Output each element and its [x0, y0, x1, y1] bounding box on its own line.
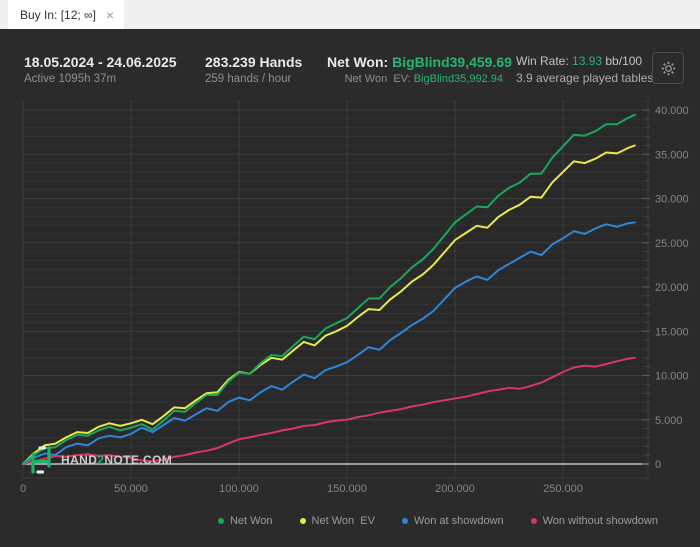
chart-legend: Net Won Net Won EV Won at showdown Won with… — [0, 512, 658, 530]
x-tick-label: 150.000 — [327, 483, 367, 495]
y-tick-label: 5.000 — [655, 415, 683, 427]
tab-bar: Buy In: [12; ∞] × — [0, 0, 700, 29]
avg-tables: 3.9 average played tables — [516, 71, 654, 85]
x-tick-label: 200.000 — [435, 483, 475, 495]
y-tick-label: 0 — [655, 459, 661, 471]
y-tick-label: 15.000 — [655, 326, 689, 338]
legend-label: Net Won EV — [311, 515, 375, 527]
net-won-ev-label: Net Won EV: — [344, 73, 414, 85]
legend-label: Won without showdown — [542, 515, 658, 527]
series-line-net-won-ev — [22, 144, 636, 465]
legend-dot — [299, 518, 306, 524]
y-tick-label: 25.000 — [655, 238, 689, 250]
date-range-block: 18.05.2024 - 24.06.2025 Active 1095h 37m — [24, 53, 177, 88]
x-tick-label: 0 — [20, 483, 26, 495]
tab-label: Buy In: [12; ∞] — [20, 7, 96, 22]
legend-item-net-won[interactable]: Net Won — [217, 515, 273, 527]
net-won-block: Net Won: BigBlind39,459.69 Net Won EV: B… — [327, 53, 512, 88]
legend-dot — [401, 518, 408, 524]
legend-dot — [217, 518, 224, 524]
report-panel: 18.05.2024 - 24.06.2025 Active 1095h 37m… — [0, 29, 700, 547]
legend-item-won-without-showdown[interactable]: Won without showdown — [530, 515, 658, 527]
x-tick-label: 250.000 — [543, 483, 583, 495]
series-line-won-without-showdown — [22, 356, 636, 465]
legend-label: Won at showdown — [413, 515, 504, 527]
date-range: 18.05.2024 - 24.06.2025 — [24, 54, 177, 70]
win-rate-block: Win Rate: 13.93 bb/100 3.9 average playe… — [516, 53, 653, 87]
legend-label: Net Won — [229, 515, 273, 527]
settings-button[interactable] — [652, 52, 684, 84]
win-rate-value: 13.93 — [572, 54, 603, 68]
y-tick-label: 40.000 — [655, 105, 689, 117]
net-won-line: Net Won: BigBlind39,459.69 — [327, 53, 512, 71]
hands-total: 283.239 Hands — [205, 54, 303, 70]
y-tick-label: 35.000 — [655, 149, 689, 161]
legend-dot — [530, 518, 537, 524]
y-tick-label: 30.000 — [655, 194, 689, 206]
close-icon[interactable]: × — [105, 6, 115, 23]
net-won-value: BigBlind39,459.69 — [392, 54, 512, 70]
hands-block: 283.239 Hands 259 hands / hour — [205, 53, 302, 88]
gear-icon — [661, 61, 675, 75]
win-rate-line: Win Rate: 13.93 bb/100 — [516, 53, 653, 70]
hands-per-hour: 259 hands / hour — [205, 73, 292, 85]
x-tick-label: 100.000 — [219, 483, 259, 495]
series-line-net-won — [22, 113, 636, 465]
net-won-ev-line: Net Won EV: BigBlind35,992.94 — [327, 71, 503, 88]
x-tick-label: 50.000 — [114, 483, 148, 495]
net-won-ev-value: BigBlind35,992.94 — [413, 73, 503, 85]
legend-item-net-won-ev[interactable]: Net Won EV — [299, 515, 375, 527]
legend-item-won-at-showdown[interactable]: Won at showdown — [401, 515, 504, 527]
series-line-won-at-showdown — [22, 221, 636, 465]
winnings-chart[interactable]: 0 5.000 10.000 15.000 20.000 25.000 30.000 35.0… — [0, 95, 700, 505]
active-time: Active 1095h 37m — [24, 73, 117, 85]
net-won-label: Net Won: — [327, 54, 393, 70]
y-tick-label: 10.000 — [655, 371, 689, 383]
win-rate-unit: bb/100 — [602, 54, 643, 68]
tab-buy-in[interactable]: Buy In: [12; ∞] × — [8, 0, 125, 29]
win-rate-label: Win Rate: — [516, 54, 573, 68]
y-tick-label: 20.000 — [655, 282, 689, 294]
